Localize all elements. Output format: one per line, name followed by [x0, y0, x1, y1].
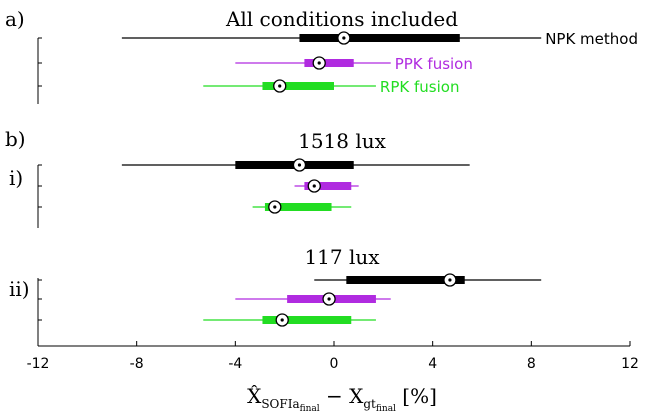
panel-title: 1518 lux [298, 129, 387, 153]
series-label: NPK method [545, 30, 638, 48]
x-axis-tick-label: 8 [527, 356, 536, 372]
series-1 [121, 158, 470, 172]
median-dot [317, 61, 321, 65]
series-2: PPK fusion [235, 55, 473, 73]
x-axis: -12 -8 -4 0 4 8 12 [27, 341, 639, 372]
panel-label: a) [5, 7, 25, 31]
x-axis-ticks: -12 -8 -4 0 4 8 12 [27, 341, 639, 372]
box-bar [299, 34, 460, 42]
panel-label: b) [5, 127, 26, 151]
x-axis-tick-label: 12 [621, 356, 639, 372]
series-3: RPK fusion [203, 78, 459, 96]
box-bar [264, 203, 332, 211]
median-dot [297, 163, 302, 167]
box-bar [346, 276, 465, 284]
panel-1: All conditions included a) NPK method PPK f… [5, 7, 638, 104]
x-axis-label: X̂SOFIafinal − Xgtfinal [%] [247, 384, 437, 414]
median-dot [448, 278, 452, 282]
series-3 [203, 313, 376, 327]
x-axis-tick-label: 0 [330, 356, 339, 372]
box-bar [304, 182, 352, 190]
median-dot [327, 297, 331, 301]
series-3 [252, 200, 352, 214]
x-axis-tick-label: -4 [228, 356, 242, 372]
panel-sublabel: ii) [9, 277, 30, 301]
panels-layer: All conditions included a) NPK method PPK f… [5, 7, 638, 346]
panel-title: All conditions included [225, 7, 458, 31]
median-dot [278, 84, 282, 88]
x-axis-tick-label: -12 [27, 356, 50, 372]
box-bar [262, 316, 352, 324]
series-label: PPK fusion [395, 55, 473, 73]
x-axis-tick-label: 4 [428, 356, 437, 372]
series-1 [314, 273, 542, 287]
series-label: RPK fusion [380, 78, 460, 96]
median-dot [273, 205, 277, 209]
median-dot [280, 318, 284, 322]
panel-3: 117 lux ii) [9, 245, 542, 346]
median-dot [342, 36, 346, 40]
panel-sublabel: i) [9, 166, 23, 190]
panel-2: 1518 lux b) i) [5, 127, 470, 228]
panel-title: 117 lux [304, 245, 380, 269]
x-axis-tick-label: -8 [130, 356, 144, 372]
series-2 [294, 179, 359, 193]
series-1: NPK method [121, 30, 638, 48]
series-2 [235, 292, 391, 306]
median-dot [312, 184, 316, 188]
box-bar [304, 59, 354, 67]
box-bar [262, 82, 334, 90]
